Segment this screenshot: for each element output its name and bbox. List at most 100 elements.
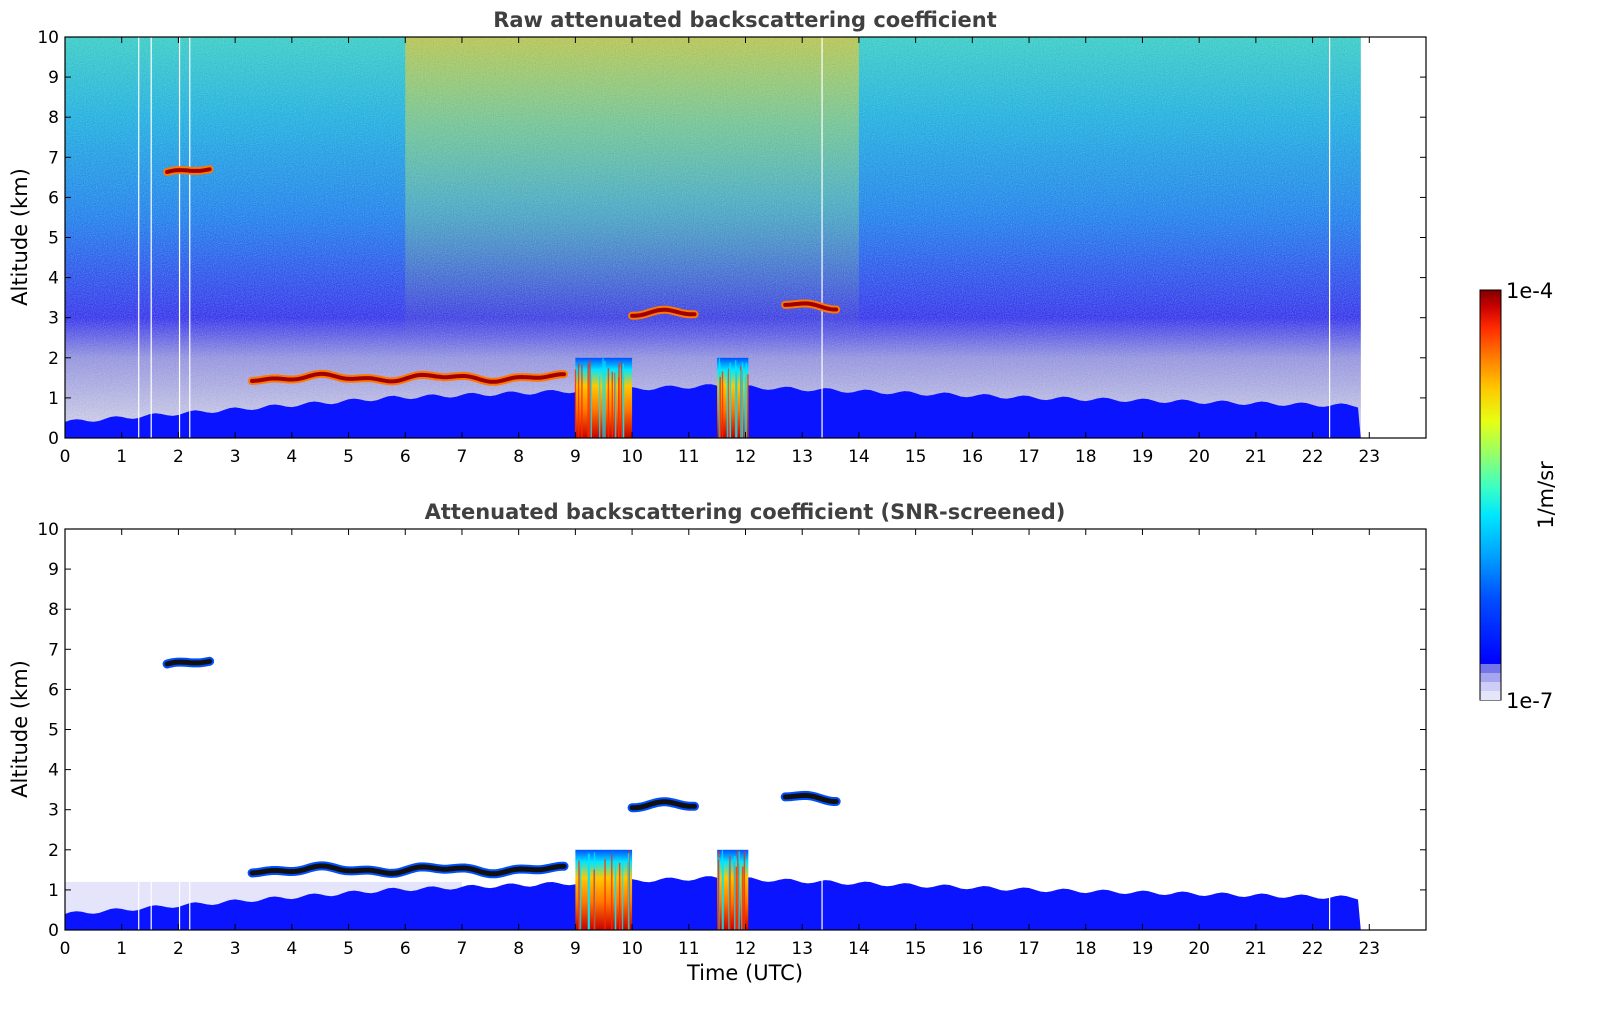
x-tick-label: 4 bbox=[286, 447, 297, 467]
x-tick-label: 16 bbox=[962, 939, 984, 959]
x-tick-label: 14 bbox=[848, 447, 870, 467]
x-tick-label: 0 bbox=[60, 939, 71, 959]
cloud-layer bbox=[249, 863, 567, 877]
colorbar-step bbox=[1480, 691, 1501, 700]
raw-panel-title: Raw attenuated backscattering coefficien… bbox=[493, 8, 997, 32]
x-tick-label: 20 bbox=[1188, 447, 1210, 467]
boundary-layer bbox=[65, 876, 1361, 930]
x-tick-label: 2 bbox=[173, 939, 184, 959]
y-tick-label: 3 bbox=[48, 309, 59, 329]
x-tick-label: 4 bbox=[286, 939, 297, 959]
x-tick-label: 13 bbox=[791, 939, 813, 959]
screened-plot-area bbox=[65, 656, 1361, 930]
x-tick-label: 17 bbox=[1018, 447, 1040, 467]
raw-noise-texture bbox=[65, 37, 1361, 438]
x-tick-label: 6 bbox=[400, 447, 411, 467]
x-tick-label: 16 bbox=[962, 447, 984, 467]
x-tick-label: 23 bbox=[1358, 939, 1380, 959]
cloud-layer bbox=[630, 307, 697, 318]
colorbar-steps bbox=[1480, 664, 1501, 700]
x-tick-label: 21 bbox=[1245, 939, 1267, 959]
x-tick-label: 11 bbox=[678, 447, 700, 467]
x-tick-label: 1 bbox=[116, 447, 127, 467]
x-tick-label: 18 bbox=[1075, 939, 1097, 959]
y-tick-label: 2 bbox=[48, 841, 59, 861]
y-tick-label: 5 bbox=[48, 229, 59, 249]
x-tick-label: 7 bbox=[457, 939, 468, 959]
x-tick-label: 8 bbox=[513, 939, 524, 959]
x-tick-label: 10 bbox=[621, 939, 643, 959]
x-tick-label: 18 bbox=[1075, 447, 1097, 467]
colorbar-max-label: 1e-4 bbox=[1506, 279, 1553, 303]
cloud-layer bbox=[629, 799, 697, 811]
y-tick-label: 8 bbox=[48, 600, 59, 620]
x-tick-label: 22 bbox=[1302, 447, 1324, 467]
x-tick-label: 10 bbox=[621, 447, 643, 467]
y-tick-label: 7 bbox=[48, 640, 59, 660]
y-tick-label: 10 bbox=[37, 28, 59, 48]
y-tick-label: 8 bbox=[48, 108, 59, 128]
y-tick-label: 3 bbox=[48, 801, 59, 821]
y-tick-label: 6 bbox=[48, 188, 59, 208]
screened-panel-title: Attenuated backscattering coefficient (S… bbox=[425, 500, 1066, 524]
x-tick-label: 9 bbox=[570, 447, 581, 467]
y-tick-label: 7 bbox=[48, 148, 59, 168]
colorbar-step bbox=[1480, 682, 1501, 691]
x-tick-label: 3 bbox=[230, 447, 241, 467]
y-tick-label: 0 bbox=[48, 429, 59, 449]
x-tick-label: 7 bbox=[457, 447, 468, 467]
x-tick-label: 13 bbox=[791, 447, 813, 467]
screened-backscatter-panel: Attenuated backscattering coefficient (S… bbox=[8, 500, 1427, 985]
colorbar-step bbox=[1480, 673, 1501, 682]
cloud-layer bbox=[165, 167, 212, 174]
y-tick-label: 9 bbox=[48, 560, 59, 580]
raw-plot-area bbox=[65, 37, 1361, 438]
x-tick-label: 3 bbox=[230, 939, 241, 959]
y-tick-label: 2 bbox=[48, 349, 59, 369]
cloud-layer bbox=[783, 301, 839, 312]
x-tick-label: 21 bbox=[1245, 447, 1267, 467]
x-tick-label: 2 bbox=[173, 447, 184, 467]
x-tick-label: 19 bbox=[1132, 939, 1154, 959]
cloud-layer bbox=[250, 371, 566, 384]
x-tick-label: 0 bbox=[60, 447, 71, 467]
y-tick-label: 5 bbox=[48, 721, 59, 741]
y-tick-label: 0 bbox=[48, 921, 59, 941]
raw-backscatter-panel: Raw attenuated backscattering coefficien… bbox=[8, 8, 1427, 467]
y-tick-label: 10 bbox=[37, 520, 59, 540]
x-tick-label: 12 bbox=[735, 939, 757, 959]
screened-axis-ticks: 0 1 2 3 4 5 6 7 8 9 10 11 12 13 14 15 16 17 18 19 20 21 22 2301… bbox=[37, 520, 1426, 959]
x-tick-label: 6 bbox=[400, 939, 411, 959]
y-tick-label: 9 bbox=[48, 68, 59, 88]
y-tick-label: 4 bbox=[48, 761, 59, 781]
y-tick-label: 4 bbox=[48, 269, 59, 289]
x-tick-label: 15 bbox=[905, 939, 927, 959]
cloud-layer bbox=[164, 658, 213, 667]
x-tick-label: 19 bbox=[1132, 447, 1154, 467]
raw-axis-ticks: 0 1 2 3 4 5 6 7 8 9 10 11 12 13 14 15 16 17 18 19 20 21 22 2301… bbox=[37, 28, 1426, 467]
screened-ylabel: Altitude (km) bbox=[8, 660, 32, 798]
cloud-layer bbox=[782, 792, 839, 804]
x-tick-label: 5 bbox=[343, 447, 354, 467]
raw-ylabel: Altitude (km) bbox=[8, 168, 32, 306]
y-tick-label: 6 bbox=[48, 680, 59, 700]
colorbar-unit-label: 1/m/sr bbox=[1534, 461, 1558, 529]
boundary-layer bbox=[65, 384, 1361, 438]
x-tick-label: 22 bbox=[1302, 939, 1324, 959]
x-tick-label: 11 bbox=[678, 939, 700, 959]
x-tick-label: 12 bbox=[735, 447, 757, 467]
y-tick-label: 1 bbox=[48, 389, 59, 409]
x-tick-label: 8 bbox=[513, 447, 524, 467]
x-tick-label: 1 bbox=[116, 939, 127, 959]
x-tick-label: 14 bbox=[848, 939, 870, 959]
x-tick-label: 5 bbox=[343, 939, 354, 959]
colorbar-gradient bbox=[1479, 289, 1502, 701]
x-tick-label: 23 bbox=[1358, 447, 1380, 467]
y-tick-label: 1 bbox=[48, 881, 59, 901]
colorbar: 1e-4 1e-7 1/m/sr bbox=[1479, 279, 1558, 713]
colorbar-step bbox=[1480, 664, 1501, 673]
precipitation-column bbox=[575, 849, 633, 930]
x-tick-label: 9 bbox=[570, 939, 581, 959]
colorbar-min-label: 1e-7 bbox=[1506, 689, 1553, 713]
